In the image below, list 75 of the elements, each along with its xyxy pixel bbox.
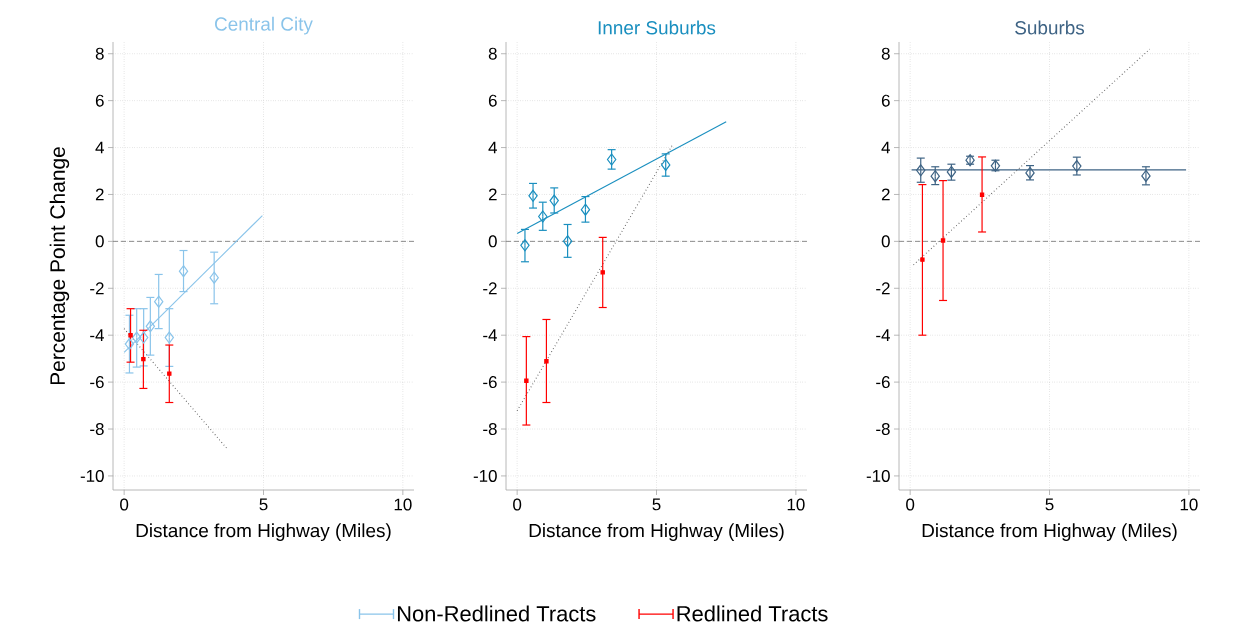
point	[600, 270, 605, 275]
point	[544, 359, 549, 364]
y-tick-label: -10	[473, 469, 497, 482]
y-tick-label: -6	[483, 376, 497, 389]
x-tick-label: 0	[120, 498, 129, 511]
y-tick-label: 6	[488, 94, 497, 107]
y-tick-label: 8	[881, 47, 890, 60]
legend-label: Non-Redlined Tracts	[397, 605, 596, 622]
point	[524, 378, 529, 383]
y-tick-label: -8	[483, 423, 497, 436]
point	[660, 158, 671, 171]
point	[520, 239, 530, 252]
point	[209, 271, 219, 284]
y-tick-label: -2	[876, 282, 890, 295]
y-axis-title: Percentage Point Change	[49, 147, 70, 385]
y-tick-label: -2	[483, 282, 497, 295]
point	[562, 235, 573, 248]
x-tick-label: 5	[652, 498, 661, 511]
x-tick-label: 10	[394, 498, 412, 511]
y-tick-label: -10	[866, 469, 890, 482]
point	[141, 356, 146, 362]
x-tick-label: 0	[906, 498, 915, 511]
chart-title: Central City	[215, 16, 313, 35]
y-tick-label: 4	[95, 141, 104, 154]
y-tick-label: 8	[95, 47, 104, 60]
y-tick-label: 2	[881, 188, 890, 201]
point	[549, 194, 559, 207]
point	[940, 238, 946, 243]
point	[920, 257, 925, 262]
y-tick-label: 8	[488, 47, 497, 60]
point	[930, 170, 940, 183]
x-tick-label: 5	[259, 498, 268, 511]
y-tick-label: -2	[90, 282, 104, 295]
y-tick-label: -10	[80, 469, 104, 482]
y-tick-label: 0	[95, 235, 104, 248]
point	[128, 332, 133, 338]
y-tick-label: -4	[876, 329, 890, 342]
y-tick-label: -4	[483, 329, 497, 342]
point	[138, 331, 149, 344]
point	[528, 189, 538, 202]
chart-title: Suburbs	[1015, 20, 1085, 35]
y-tick-label: 2	[488, 188, 497, 201]
point	[153, 295, 164, 308]
x-tick-label: 10	[787, 498, 805, 511]
y-tick-label: -6	[90, 376, 104, 389]
point	[606, 153, 617, 166]
legend-label: Redlined Tracts	[677, 605, 828, 622]
point	[916, 164, 926, 177]
x-axis-title: Distance from Highway (Miles)	[922, 523, 1177, 541]
y-tick-label: 6	[881, 94, 890, 107]
chart-title: Inner Suburbs	[598, 20, 716, 35]
point	[124, 338, 135, 351]
y-tick-label: 6	[95, 94, 104, 107]
x-axis-title: Distance from Highway (Miles)	[136, 523, 391, 541]
y-tick-label: 4	[488, 141, 497, 154]
y-tick-label: 2	[95, 188, 104, 201]
x-tick-label: 10	[1180, 498, 1198, 511]
point	[979, 192, 985, 197]
y-tick-label: -8	[876, 423, 890, 436]
y-tick-label: -4	[90, 329, 104, 342]
y-tick-label: 4	[881, 141, 890, 154]
y-tick-label: 0	[881, 235, 890, 248]
x-tick-label: 5	[1045, 498, 1054, 511]
x-tick-label: 0	[513, 498, 522, 511]
y-tick-label: -6	[876, 376, 890, 389]
y-tick-label: -8	[90, 423, 104, 436]
y-tick-label: 0	[488, 235, 497, 248]
point	[538, 210, 548, 223]
point	[131, 331, 142, 344]
point	[167, 371, 172, 376]
x-axis-title: Distance from Highway (Miles)	[529, 523, 784, 541]
point	[178, 265, 189, 278]
point	[580, 203, 591, 216]
point	[164, 331, 175, 344]
point	[145, 320, 156, 333]
